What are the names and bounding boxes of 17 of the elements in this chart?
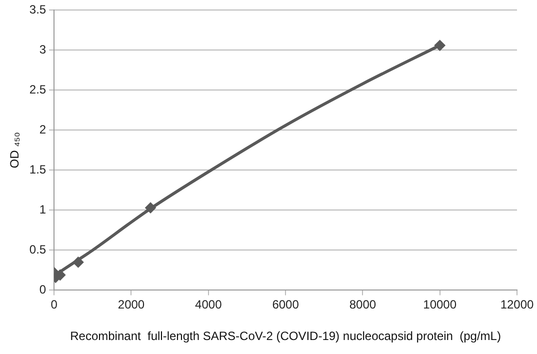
y-tick-label: 3.5	[29, 2, 46, 17]
y-tick-label: 2.5	[29, 82, 46, 97]
x-tick-label: 0	[50, 298, 58, 312]
x-tick-label: 4000	[195, 298, 222, 312]
x-tick-label: 10000	[423, 298, 457, 312]
x-tick-label: 12000	[500, 298, 534, 312]
x-tick-label: 2000	[118, 298, 145, 312]
y-tick-label: 3	[39, 42, 46, 57]
x-axis-title: Recombinant full-length SARS-CoV-2 (COVID-19) nucleocapsid protein (pg/mL)	[70, 329, 501, 344]
y-tick-label: 0	[39, 282, 46, 297]
y-tick-label: 1.5	[29, 162, 46, 177]
y-tick-label: 2	[39, 122, 46, 137]
y-tick-label: 0.5	[29, 242, 46, 257]
x-tick-label: 8000	[349, 298, 376, 312]
x-tick-label: 6000	[272, 298, 300, 312]
y-tick-label: 1	[39, 202, 46, 217]
y-axis-title: OD ₄₅₀	[8, 132, 22, 168]
